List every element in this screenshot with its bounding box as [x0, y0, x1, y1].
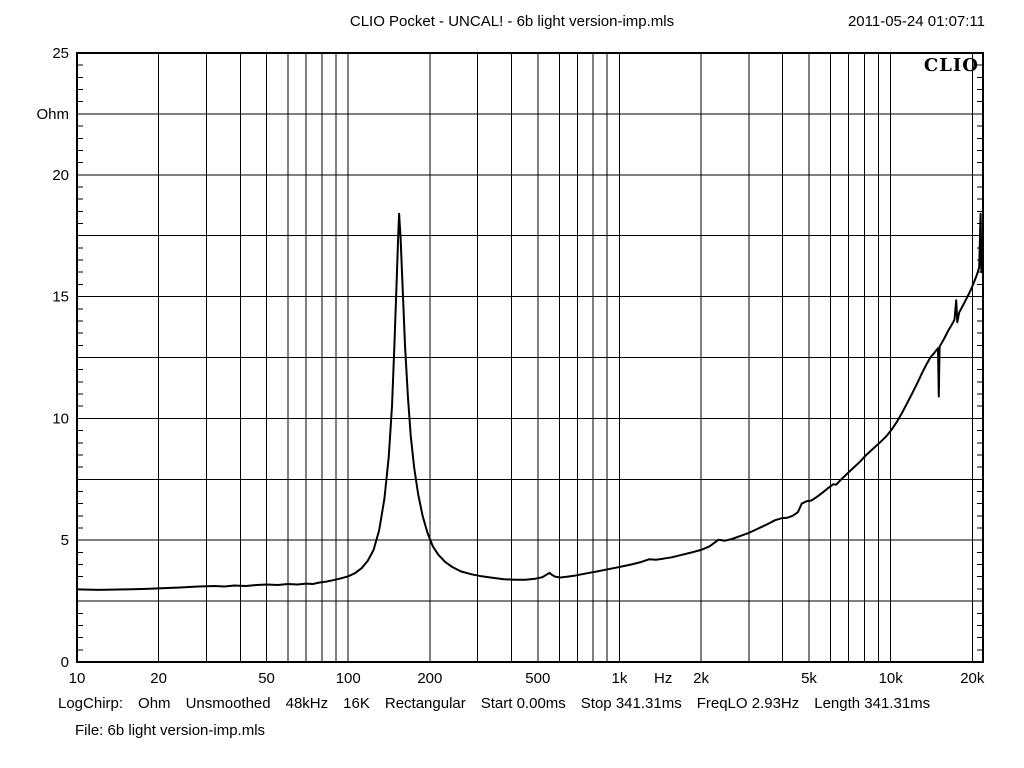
y-tick-label: 20	[52, 167, 69, 184]
x-tick-label: 20	[150, 670, 167, 687]
status-unit: Ohm	[138, 695, 171, 712]
status-smoothing: Unsmoothed	[185, 695, 271, 712]
x-tick-label: 5k	[801, 670, 817, 687]
file-name-line: File: 6b light version-imp.mls	[75, 722, 266, 739]
status-analysis-type: LogChirp:	[58, 695, 124, 712]
y-tick-label: 5	[61, 532, 69, 549]
x-tick-label: 10k	[879, 670, 904, 687]
status-stop-time: Stop 341.31ms	[580, 695, 682, 712]
x-tick-label: 50	[258, 670, 275, 687]
x-tick-label: 100	[336, 670, 361, 687]
y-tick-label: 10	[52, 410, 69, 427]
x-tick-label: 20k	[960, 670, 985, 687]
status-sample-rate: 48kHz	[285, 695, 329, 712]
clio-logo: CLIO	[923, 55, 979, 76]
measurement-timestamp: 2011-05-24 01:07:11	[847, 13, 985, 30]
x-tick-label: 10	[69, 670, 86, 687]
x-tick-label: 200	[417, 670, 442, 687]
impedance-curve	[76, 212, 984, 591]
status-length: Length 341.31ms	[814, 695, 931, 712]
y-tick-label: 0	[61, 654, 69, 671]
x-axis-unit-label: Hz	[654, 670, 672, 687]
page-title: CLIO Pocket - UNCAL! - 6b light version-…	[349, 13, 675, 30]
status-window: Rectangular	[384, 695, 466, 712]
y-axis-unit-label: Ohm	[36, 106, 69, 123]
status-freq-lo: FreqLO 2.93Hz	[696, 695, 800, 712]
x-tick-label: 500	[525, 670, 550, 687]
plot-frame	[76, 52, 984, 663]
y-tick-label: 15	[52, 289, 69, 306]
status-start-time: Start 0.00ms	[480, 695, 566, 712]
x-tick-label: 1k	[612, 670, 628, 687]
y-tick-label: 25	[52, 45, 69, 62]
status-fft-size: 16K	[343, 695, 370, 712]
x-tick-label: 2k	[693, 670, 709, 687]
measurement-status-bar: LogChirp: Ohm Unsmoothed 48kHz 16K Recta…	[58, 695, 930, 712]
